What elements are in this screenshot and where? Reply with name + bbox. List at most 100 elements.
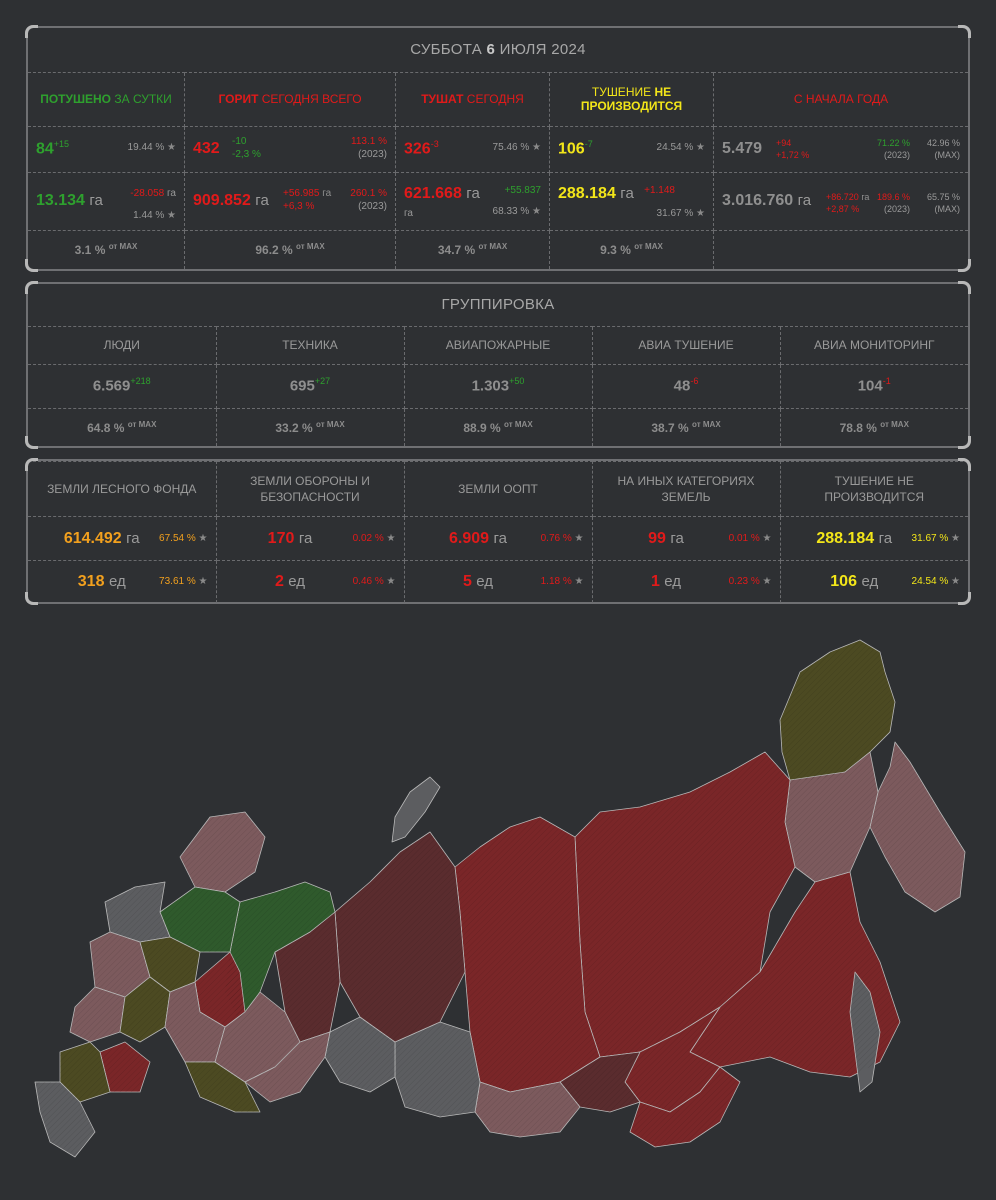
forces-pct-cell: 78.8 % от MAX [779,407,968,446]
summary-title: СУББОТА 6 ИЮЛЯ 2024 [28,28,968,73]
not-fighting-count: 106-7 24.54 % ★ [549,125,714,173]
lands-area-value: 99 [648,529,666,547]
lands-header-label: ТУШЕНИЕ НЕ ПРОИЗВОДИТСЯ [824,474,925,504]
map-region-hatch [325,1017,395,1092]
map-region-hatch [160,887,240,952]
burning-area: 909.852 га +56.985 га +6,3 % 260.1 % (2023) [184,171,396,231]
lands-area-pct: 31.67 % [911,533,949,544]
forces-header-label: АВИА ТУШЕНИЕ [638,338,734,352]
header-fighting: ТУШАТ СЕГОДНЯ [395,71,550,127]
lands-count-value: 5 [462,572,472,590]
lands-count-cell: 5 ед 1.18 % ★ [403,560,593,603]
map-region-hatch [35,1082,95,1157]
not-fighting-area: 288.184 га +1.148 31.67 % ★ [549,171,714,231]
map-region-hatch [560,1052,640,1112]
forces-value: 48 [673,377,691,395]
not-fighting-of-max: 9.3 % от MAX [549,229,714,269]
lands-count-pct: 24.54 % [911,576,949,587]
forces-delta: +218 [130,376,151,387]
forces-panel: ГРУППИРОВКА ЛЮДИ ТЕХНИКА АВИАПОЖАРНЫЕ АВИА … [25,281,971,449]
extinguished-count: 84+15 19.44 % ★ [28,125,185,173]
lands-count-cell: 106 ед 24.54 % ★ [779,560,968,603]
map-region-hatch [870,742,965,912]
forces-header: АВИА ТУШЕНИЕ [591,325,781,365]
header-ytd: С НАЧАЛА ГОДА [713,71,968,127]
lands-area-value: 170 [267,529,295,547]
lands-header: ТУШЕНИЕ НЕ ПРОИЗВОДИТСЯ [779,461,968,517]
lands-area-pct: 67.54 % [159,533,196,544]
map-region-hatch [245,1032,330,1102]
lands-count-pct: 0.46 % [352,576,384,587]
forces-delta: -1 [882,376,891,387]
lands-header-label: ЗЕМЛИ ООПТ [458,482,538,496]
map-region-hatch [185,1062,260,1112]
forces-pct: 33.2 % [275,420,313,435]
forces-pct: 78.8 % [839,420,877,435]
header-burning: ГОРИТ СЕГОДНЯ ВСЕГО [184,71,396,127]
map-region-hatch [395,1022,480,1117]
forces-pct-cell: 33.2 % от MAX [215,407,405,446]
fighting-area: 621.668 га га +55.837 68.33 % ★ [395,171,550,231]
lands-area-cell: 170 га 0.02 % ★ [215,516,405,561]
forces-value-cell: 1.303+50 [403,363,593,409]
russia-fire-map [34,639,966,1158]
lands-header-label: ЗЕМЛИ ЛЕСНОГО ФОНДА [47,482,197,496]
burning-of-max: 96.2 % от MAX [184,229,396,269]
forces-header-label: ТЕХНИКА [282,338,338,352]
map-region-hatch [120,977,170,1042]
lands-area-pct: 0.01 % [728,533,760,544]
map-region-hatch [180,812,265,892]
lands-header: НА ИНЫХ КАТЕГОРИЯХ ЗЕМЕЛЬ [591,461,781,517]
fighting-count: 326-3 75.46 % ★ [395,125,550,173]
lands-count-value: 318 [77,572,105,590]
forces-header-label: ЛЮДИ [103,338,140,352]
lands-header: ЗЕМЛИ ЛЕСНОГО ФОНДА [28,461,217,517]
map-region-hatch [90,932,150,997]
lands-count-cell: 1 ед 0.23 % ★ [591,560,781,603]
lands-count-value: 1 [650,572,660,590]
lands-area-value: 614.492 [63,529,122,547]
forces-value: 695 [289,377,315,395]
lands-area-cell: 614.492 га 67.54 % ★ [28,516,217,561]
forces-value-cell: 695+27 [215,363,405,409]
fighting-of-max: 34.7 % от MAX [395,229,550,269]
lands-header: ЗЕМЛИ ОБОРОНЫ И БЕЗОПАСНОСТИ [215,461,405,517]
map-region-novaya-zemlya[interactable] [391,776,441,843]
lands-area-pct: 0.02 % [352,533,384,544]
forces-delta: +27 [314,376,331,387]
lands-header-label: НА ИНЫХ КАТЕГОРИЯХ ЗЕМЕЛЬ [617,474,755,504]
lands-area-cell: 6.909 га 0.76 % ★ [403,516,593,561]
lands-count-value: 2 [274,572,284,590]
lands-header: ЗЕМЛИ ООПТ [403,461,593,517]
forces-value-cell: 104-1 [779,363,968,409]
map-region-hatch [575,752,795,1057]
forces-pct: 88.9 % [463,420,501,435]
map-region-hatch [105,882,170,942]
forces-header: ЛЮДИ [28,325,217,365]
forces-header-label: АВИА МОНИТОРИНГ [813,338,935,352]
forces-value: 1.303 [471,377,510,395]
forces-value-cell: 6.569+218 [28,363,217,409]
map-region-hatch [335,832,465,1042]
map-region-hatch [215,992,300,1082]
map-region-hatch [690,872,900,1077]
map-region-hatch [225,882,335,1022]
forces-pct-cell: 38.7 % от MAX [591,407,781,446]
forces-header: АВИАПОЖАРНЫЕ [403,325,593,365]
forces-pct: 38.7 % [651,420,689,435]
map-region-hatch [455,817,600,1092]
lands-count-value: 106 [830,572,857,590]
forces-pct: 64.8 % [87,420,125,435]
lands-count-cell: 2 ед 0.46 % ★ [215,560,405,603]
map-region-hatch [100,1042,150,1092]
extinguished-area: 13.134 га -28.058 га 1.44 % ★ [28,171,185,231]
lands-area-pct: 0.76 % [540,533,572,544]
forces-pct-cell: 64.8 % от MAX [28,407,217,446]
forces-value: 6.569 [92,377,131,395]
forces-header: ТЕХНИКА [215,325,405,365]
lands-count-pct: 0.23 % [728,576,760,587]
lands-area-cell: 99 га 0.01 % ★ [591,516,781,561]
lands-count-cell: 318 ед 73.61 % ★ [28,560,217,603]
lands-panel: ЗЕМЛИ ЛЕСНОГО ФОНДА ЗЕМЛИ ОБОРОНЫ И БЕЗОП… [25,458,971,605]
forces-value: 104 [857,377,883,395]
